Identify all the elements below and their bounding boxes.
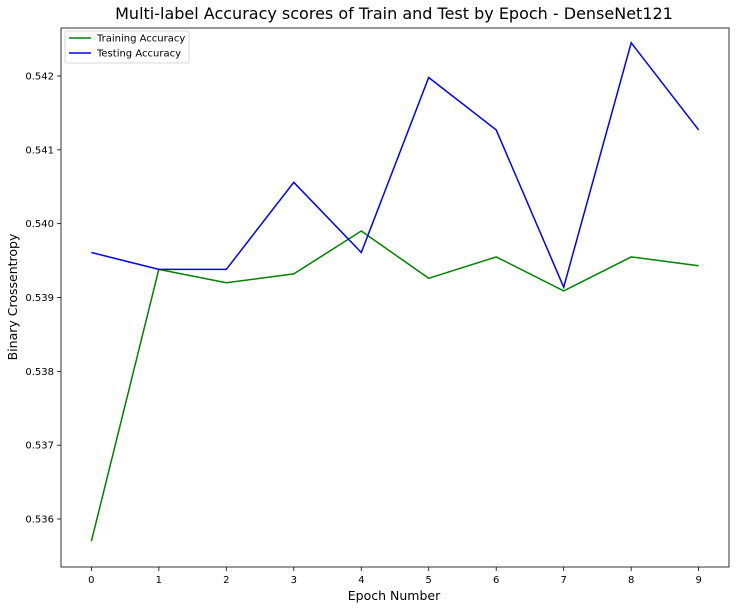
y-tick-label: 0.540 (25, 219, 54, 230)
x-tick-label: 3 (291, 575, 297, 586)
x-tick-label: 4 (358, 575, 364, 586)
x-tick-label: 1 (156, 575, 162, 586)
y-tick-label: 0.536 (25, 515, 54, 526)
x-tick-label: 6 (493, 575, 499, 586)
plot-area: 0 1 2 3 4 5 6 7 8 9 0.536 0.537 0.538 0.539 0.540 0.541… (25, 27, 730, 586)
y-axis-label: Binary Crossentropy (5, 233, 20, 360)
x-tick-label: 5 (426, 575, 432, 586)
y-tick-label: 0.542 (25, 71, 54, 82)
x-axis-label: Epoch Number (348, 588, 441, 603)
y-tick-label: 0.538 (25, 367, 54, 378)
x-tick-label: 2 (223, 575, 229, 586)
x-tick-label: 9 (695, 575, 701, 586)
legend: Training Accuracy Testing Accuracy (64, 30, 190, 64)
legend-label: Testing Accuracy (96, 49, 181, 60)
series-line-training (90, 230, 699, 542)
y-tick-label: 0.539 (25, 293, 54, 304)
series-line-testing (91, 41, 700, 290)
x-tick-label: 0 (88, 575, 94, 586)
chart-title: Multi-label Accuracy scores of Train and… (115, 4, 673, 23)
x-tick-label: 8 (628, 575, 634, 586)
legend-label: Training Accuracy (96, 34, 185, 45)
y-tick-label: 0.541 (25, 145, 54, 156)
x-tick-label: 7 (560, 575, 566, 586)
plot-frame (60, 27, 730, 568)
y-tick-label: 0.537 (25, 441, 54, 452)
legend-box (64, 30, 190, 64)
